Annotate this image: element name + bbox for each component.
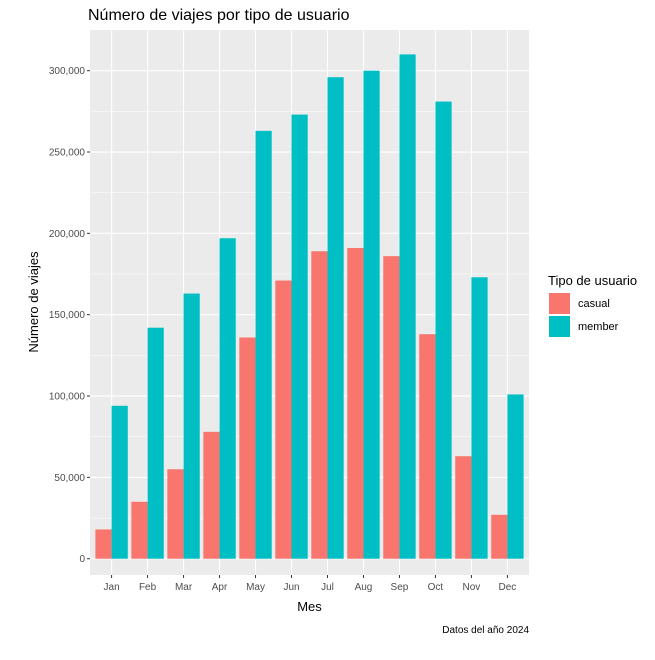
bar-member [471, 277, 488, 559]
bar-casual [203, 431, 220, 559]
bar-casual [311, 251, 328, 559]
bar-casual [347, 248, 364, 559]
y-tick-label: 0 [79, 554, 85, 565]
bar-member [435, 101, 452, 559]
chart-title: Número de viajes por tipo de usuario [88, 7, 350, 24]
x-tick-label: May [246, 582, 265, 593]
x-tick-label: Apr [212, 582, 228, 593]
bar-casual [419, 334, 436, 559]
bar-member [327, 77, 344, 559]
x-tick-label: Aug [355, 582, 373, 593]
x-tick-label: Nov [463, 582, 481, 593]
bar-casual [131, 501, 148, 559]
legend-label-member: member [578, 321, 619, 333]
legend-title: Tipo de usuario [548, 273, 637, 288]
x-tick-label: Sep [391, 582, 409, 593]
bar-member [363, 70, 380, 559]
bar-casual [491, 514, 508, 559]
bar-member [255, 130, 272, 559]
y-tick-label: 150,000 [49, 310, 86, 321]
bar-casual [239, 337, 256, 559]
x-tick-label: Oct [428, 582, 444, 593]
bar-member [147, 327, 164, 559]
bar-casual [95, 529, 112, 559]
legend: Tipo de usuario casual member [548, 273, 637, 337]
bar-member [291, 114, 308, 559]
bar-casual [167, 469, 184, 559]
x-axis-label: Mes [297, 599, 322, 614]
bar-member [399, 54, 416, 559]
legend-key-casual [549, 293, 570, 314]
x-tick-label: Jan [104, 582, 120, 593]
y-tick-label: 250,000 [49, 148, 86, 159]
x-tick-label: Dec [499, 582, 517, 593]
bar-member [219, 238, 236, 559]
legend-label-casual: casual [578, 298, 610, 310]
bar-casual [383, 256, 400, 559]
x-tick-label: Feb [139, 582, 157, 593]
x-tick-label: Jul [321, 582, 334, 593]
bar-member [183, 293, 200, 559]
y-tick-label: 300,000 [49, 66, 86, 77]
bar-casual [275, 280, 292, 559]
bar-member [111, 405, 128, 559]
bar-casual [455, 456, 472, 559]
y-tick-label: 200,000 [49, 229, 86, 240]
bar-member [507, 394, 524, 559]
legend-key-member [549, 316, 570, 337]
y-tick-label: 100,000 [49, 392, 86, 403]
y-axis-label: Número de viajes [26, 251, 41, 353]
y-tick-label: 50,000 [54, 473, 85, 484]
x-tick-label: Jun [283, 582, 299, 593]
x-tick-label: Mar [175, 582, 193, 593]
chart-caption: Datos del año 2024 [442, 625, 529, 636]
